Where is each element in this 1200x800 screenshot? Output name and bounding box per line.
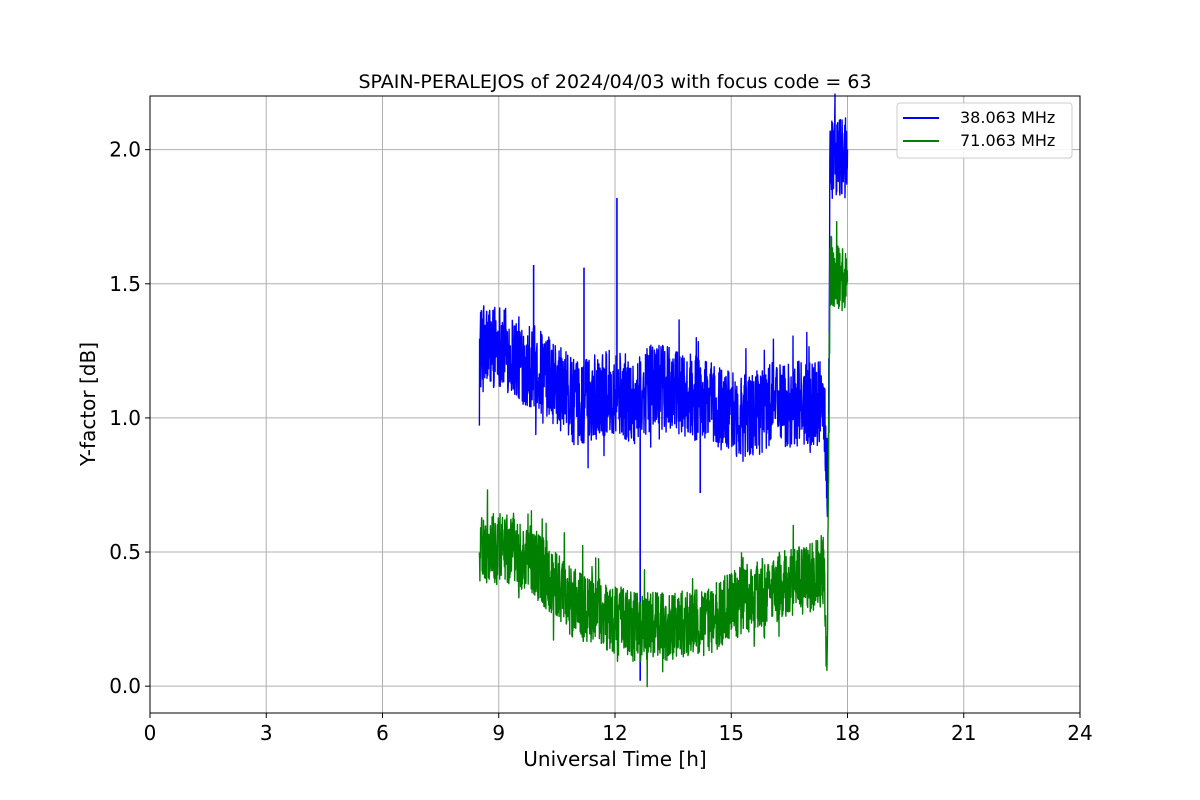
x-tick-label: 15 bbox=[719, 721, 744, 745]
legend: 38.063 MHz 71.063 MHz bbox=[896, 102, 1073, 159]
x-tick-label: 18 bbox=[835, 721, 860, 745]
legend-label-38mhz: 38.063 MHz bbox=[960, 108, 1055, 127]
chart-title: SPAIN-PERALEJOS of 2024/04/03 with focus… bbox=[358, 71, 871, 93]
y-tick-label: 0.0 bbox=[109, 674, 141, 698]
x-tick-label: 21 bbox=[951, 721, 976, 745]
y-tick-label: 1.5 bbox=[109, 272, 141, 296]
y-axis-label: Y-factor [dB] bbox=[76, 342, 100, 467]
y-tick-label: 2.0 bbox=[109, 138, 141, 162]
series-line-1 bbox=[478, 221, 849, 688]
legend-box bbox=[896, 102, 1073, 159]
x-tick-label: 24 bbox=[1067, 721, 1092, 745]
x-tick-label: 12 bbox=[602, 721, 627, 745]
x-axis-label: Universal Time [h] bbox=[523, 747, 706, 771]
x-tick-label: 9 bbox=[492, 721, 505, 745]
x-tick-label: 3 bbox=[260, 721, 273, 745]
axis-ticks: 0 3 6 9 12 15 18 21 24 0.0 0.5 1.0 1.5 2.0 bbox=[109, 138, 1093, 745]
x-tick-label: 6 bbox=[376, 721, 389, 745]
x-tick-label: 0 bbox=[144, 721, 157, 745]
y-tick-label: 1.0 bbox=[109, 406, 141, 430]
series-line-0 bbox=[478, 93, 849, 518]
legend-label-71mhz: 71.063 MHz bbox=[960, 131, 1055, 150]
plot-series bbox=[478, 93, 849, 688]
y-tick-label: 0.5 bbox=[109, 540, 141, 564]
